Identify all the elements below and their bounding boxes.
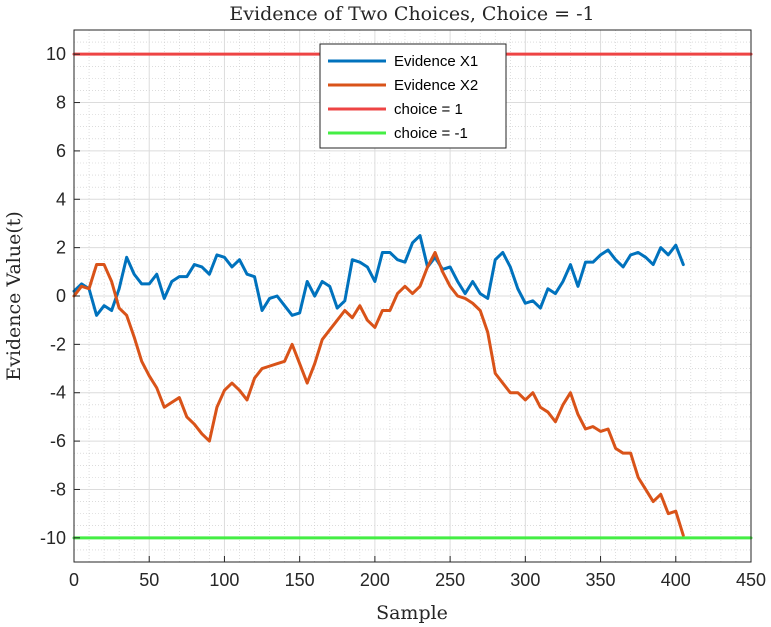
y-tick-label: -2 [50,334,66,354]
x-axis-label: Sample [376,602,448,624]
y-tick-label: 4 [56,189,66,209]
x-tick-label: 250 [435,570,465,590]
x-tick-label: 400 [661,570,691,590]
chart-title: Evidence of Two Choices, Choice = -1 [229,3,594,25]
y-tick-label: -8 [50,479,66,499]
series-line-2 [72,250,685,537]
legend-label-4: choice = -1 [394,125,468,142]
x-tick-label: 350 [586,570,616,590]
y-tick-label: 10 [46,44,66,64]
x-tick-label: 50 [139,570,159,590]
y-tick-label: -10 [40,528,66,548]
legend-label-1: Evidence X1 [394,53,478,70]
legend-label-2: Evidence X2 [394,77,478,94]
y-tick-label: -6 [50,431,66,451]
x-tick-label: 150 [285,570,315,590]
x-tick-label: 100 [209,570,239,590]
y-tick-label: 8 [56,93,66,113]
y-tick-label: 0 [56,286,66,306]
x-tick-label: 450 [736,570,766,590]
y-tick-label: 2 [56,238,66,258]
y-tick-label: 6 [56,141,66,161]
legend-label-3: choice = 1 [394,101,463,118]
legend: Evidence X1 Evidence X2 choice = 1 choice =… [319,43,507,149]
y-tick-label: -4 [50,383,66,403]
y-axis: -10 -8 -6 -4 -2 0 2 4 6 8 10 [40,44,80,548]
x-tick-label: 0 [69,570,79,590]
minor-grid [74,29,751,563]
x-axis: 0 50 100 150 200 250 300 350 400 450 [69,556,766,590]
series-line-1 [72,234,685,317]
x-tick-label: 300 [510,570,540,590]
y-axis-label: Evidence Value(t) [3,211,25,381]
x-tick-label: 200 [360,570,390,590]
